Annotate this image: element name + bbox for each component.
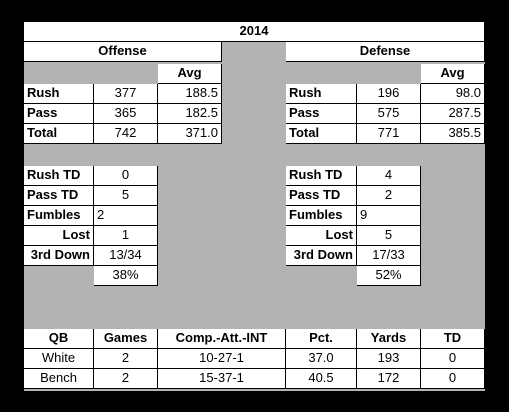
qb-row-1-pct: 37.0 [286,349,357,369]
defense-avg-header: Avg [421,64,485,84]
defense-fumbles-value: 9 [357,206,421,226]
qb-row-1-name: White [24,349,94,369]
offense-lost-label: Lost [24,226,94,246]
defense-third-down-label: 3rd Down [286,246,357,266]
offense-pass-td-label: Pass TD [24,186,94,206]
offense-fumbles-value: 2 [94,206,158,226]
offense-pass-avg: 182.5 [158,104,222,124]
games-header: Games [94,329,158,349]
qb-header: QB [24,329,94,349]
offense-rush-label: Rush [24,84,94,104]
offense-rush-td-label: Rush TD [24,166,94,186]
defense-total-value: 771 [357,124,421,144]
stats-sheet: 2014 Offense Defense Avg Avg Rush 377 18… [24,22,485,391]
yards-header: Yards [357,329,421,349]
comp-att-int-header: Comp.-Att.-INT [158,329,286,349]
qb-row-1-yards: 193 [357,349,421,369]
qb-row-2-games: 2 [94,369,158,389]
defense-rush-avg: 98.0 [421,84,485,104]
qb-row-2-pct: 40.5 [286,369,357,389]
offense-total-avg: 371.0 [158,124,222,144]
defense-header: Defense [286,42,485,62]
qb-row-1-comp-att-int: 10-27-1 [158,349,286,369]
defense-lost-label: Lost [286,226,357,246]
defense-rush-value: 196 [357,84,421,104]
qb-row-2-comp-att-int: 15-37-1 [158,369,286,389]
defense-total-label: Total [286,124,357,144]
defense-lost-value: 5 [357,226,421,246]
qb-row-1-games: 2 [94,349,158,369]
pct-header: Pct. [286,329,357,349]
season-title: 2014 [24,22,485,42]
offense-rush-value: 377 [94,84,158,104]
defense-pass-td-value: 2 [357,186,421,206]
defense-rush-label: Rush [286,84,357,104]
offense-rush-td-value: 0 [94,166,158,186]
offense-fumbles-label: Fumbles [24,206,94,226]
defense-third-down-pct: 52% [357,266,421,286]
offense-rush-avg: 188.5 [158,84,222,104]
offense-third-down-value: 13/34 [94,246,158,266]
offense-header: Offense [24,42,222,62]
defense-total-avg: 385.5 [421,124,485,144]
td-header: TD [421,329,485,349]
offense-third-down-label: 3rd Down [24,246,94,266]
defense-pass-value: 575 [357,104,421,124]
offense-avg-header: Avg [158,64,222,84]
defense-third-down-value: 17/33 [357,246,421,266]
offense-pass-label: Pass [24,104,94,124]
offense-pass-td-value: 5 [94,186,158,206]
offense-lost-value: 1 [94,226,158,246]
offense-total-label: Total [24,124,94,144]
offense-pass-value: 365 [94,104,158,124]
qb-row-2-td: 0 [421,369,485,389]
offense-third-down-pct: 38% [94,266,158,286]
defense-pass-td-label: Pass TD [286,186,357,206]
qb-row-2-name: Bench [24,369,94,389]
qb-row-2-yards: 172 [357,369,421,389]
qb-row-1-td: 0 [421,349,485,369]
defense-fumbles-label: Fumbles [286,206,357,226]
defense-pass-avg: 287.5 [421,104,485,124]
defense-rush-td-value: 4 [357,166,421,186]
offense-total-value: 742 [94,124,158,144]
defense-pass-label: Pass [286,104,357,124]
defense-rush-td-label: Rush TD [286,166,357,186]
